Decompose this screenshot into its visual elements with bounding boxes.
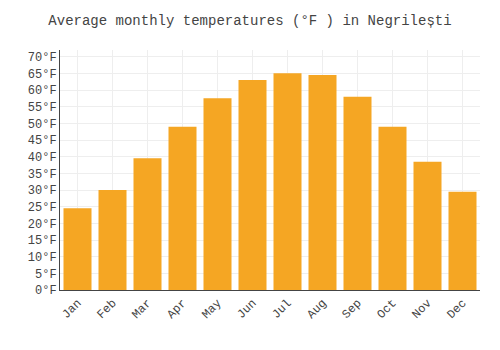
svg-text:50°F: 50°F — [28, 118, 57, 132]
svg-text:30°F: 30°F — [28, 184, 57, 198]
svg-text:Aug: Aug — [304, 297, 329, 322]
svg-text:60°F: 60°F — [28, 84, 57, 98]
svg-text:45°F: 45°F — [28, 134, 57, 148]
svg-text:Jan: Jan — [59, 297, 84, 322]
svg-text:65°F: 65°F — [28, 68, 57, 82]
svg-text:0°F: 0°F — [35, 284, 57, 298]
svg-text:40°F: 40°F — [28, 151, 57, 165]
svg-text:Jul: Jul — [269, 297, 294, 322]
svg-text:Dec: Dec — [444, 297, 469, 322]
svg-text:5°F: 5°F — [35, 268, 57, 282]
svg-text:Average monthly temperatures (: Average monthly temperatures (°F ) in Ne… — [48, 13, 451, 29]
svg-text:Sep: Sep — [339, 297, 364, 322]
svg-text:55°F: 55°F — [28, 101, 57, 115]
svg-text:Apr: Apr — [164, 297, 189, 322]
svg-text:15°F: 15°F — [28, 234, 57, 248]
svg-text:10°F: 10°F — [28, 251, 57, 265]
svg-text:35°F: 35°F — [28, 168, 57, 182]
svg-text:Mar: Mar — [129, 297, 154, 322]
svg-text:25°F: 25°F — [28, 201, 57, 215]
svg-text:May: May — [199, 297, 224, 322]
svg-text:Oct: Oct — [374, 297, 399, 322]
svg-text:Nov: Nov — [409, 297, 434, 322]
svg-text:20°F: 20°F — [28, 218, 57, 232]
svg-text:Jun: Jun — [234, 297, 259, 322]
svg-text:Feb: Feb — [94, 297, 119, 322]
svg-text:70°F: 70°F — [28, 51, 57, 65]
